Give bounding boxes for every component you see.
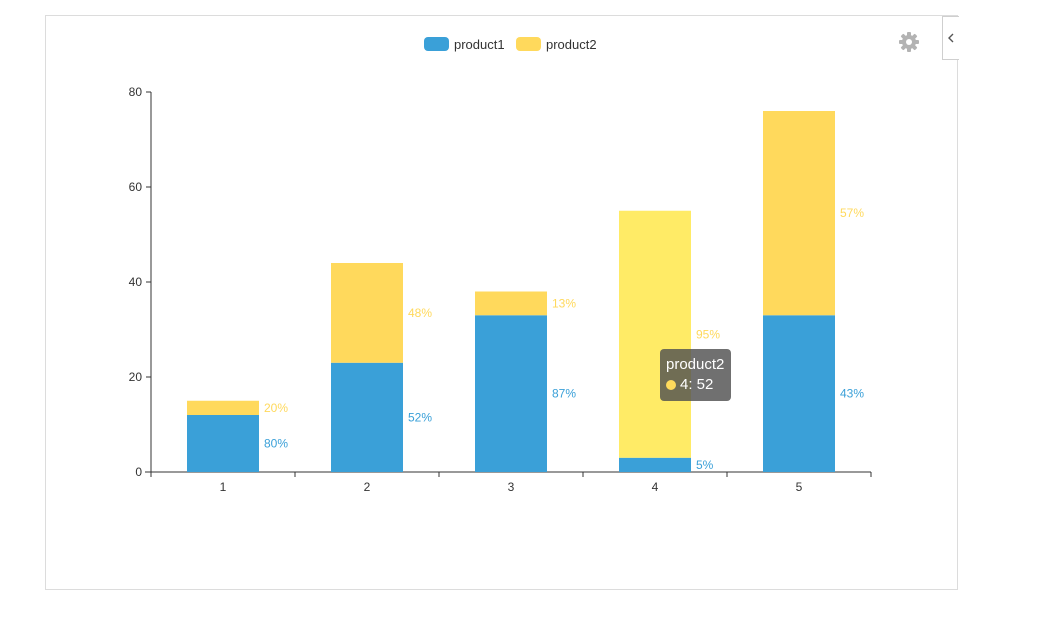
- legend-label-product2: product2: [546, 37, 597, 52]
- data-label-product1: 80%: [264, 437, 288, 451]
- x-tick-label: 5: [796, 480, 803, 494]
- tooltip-color-dot: [666, 380, 676, 390]
- data-label-product2: 95%: [696, 327, 720, 341]
- x-tick-label: 1: [220, 480, 227, 494]
- tooltip-series-name: product2: [666, 356, 725, 373]
- x-tick-label: 4: [652, 480, 659, 494]
- data-label-product2: 20%: [264, 401, 288, 415]
- collapse-panel-button[interactable]: [942, 16, 959, 60]
- data-label-product1: 43%: [840, 387, 864, 401]
- data-label-product2: 57%: [840, 206, 864, 220]
- chart-tooltip: product2 4: 52: [660, 349, 731, 401]
- bar-product2-1: [187, 400, 259, 415]
- chevron-left-icon: [948, 33, 954, 43]
- y-tick-label: 40: [129, 275, 143, 289]
- bar-product2-3: [475, 291, 547, 316]
- data-label-product1: 52%: [408, 410, 432, 424]
- legend-label-product1: product1: [454, 37, 505, 52]
- tooltip-value: 4: 52: [680, 376, 714, 393]
- x-tick-label: 3: [508, 480, 515, 494]
- data-label-product2: 48%: [408, 306, 432, 320]
- tooltip-value-row: 4: 52: [666, 375, 725, 395]
- bar-product1-4: [619, 457, 691, 472]
- bar-product2-2: [331, 263, 403, 363]
- y-tick-label: 80: [129, 85, 143, 99]
- y-tick-label: 0: [135, 465, 142, 479]
- gear-icon[interactable]: [898, 31, 920, 53]
- bar-product2-5: [763, 111, 835, 316]
- bar-product1-5: [763, 315, 835, 472]
- bar-product1-2: [331, 362, 403, 472]
- bar-product1-3: [475, 315, 547, 472]
- y-tick-label: 60: [129, 180, 143, 194]
- bar-product1-1: [187, 415, 259, 472]
- x-tick-label: 2: [364, 480, 371, 494]
- data-label-product2: 13%: [552, 296, 576, 310]
- y-tick-label: 20: [129, 370, 143, 384]
- legend-swatch-product1: [424, 37, 449, 51]
- legend-swatch-product2: [516, 37, 541, 51]
- data-label-product1: 87%: [552, 387, 576, 401]
- data-label-product1: 5%: [696, 458, 714, 472]
- bar-product2-4: [619, 210, 691, 458]
